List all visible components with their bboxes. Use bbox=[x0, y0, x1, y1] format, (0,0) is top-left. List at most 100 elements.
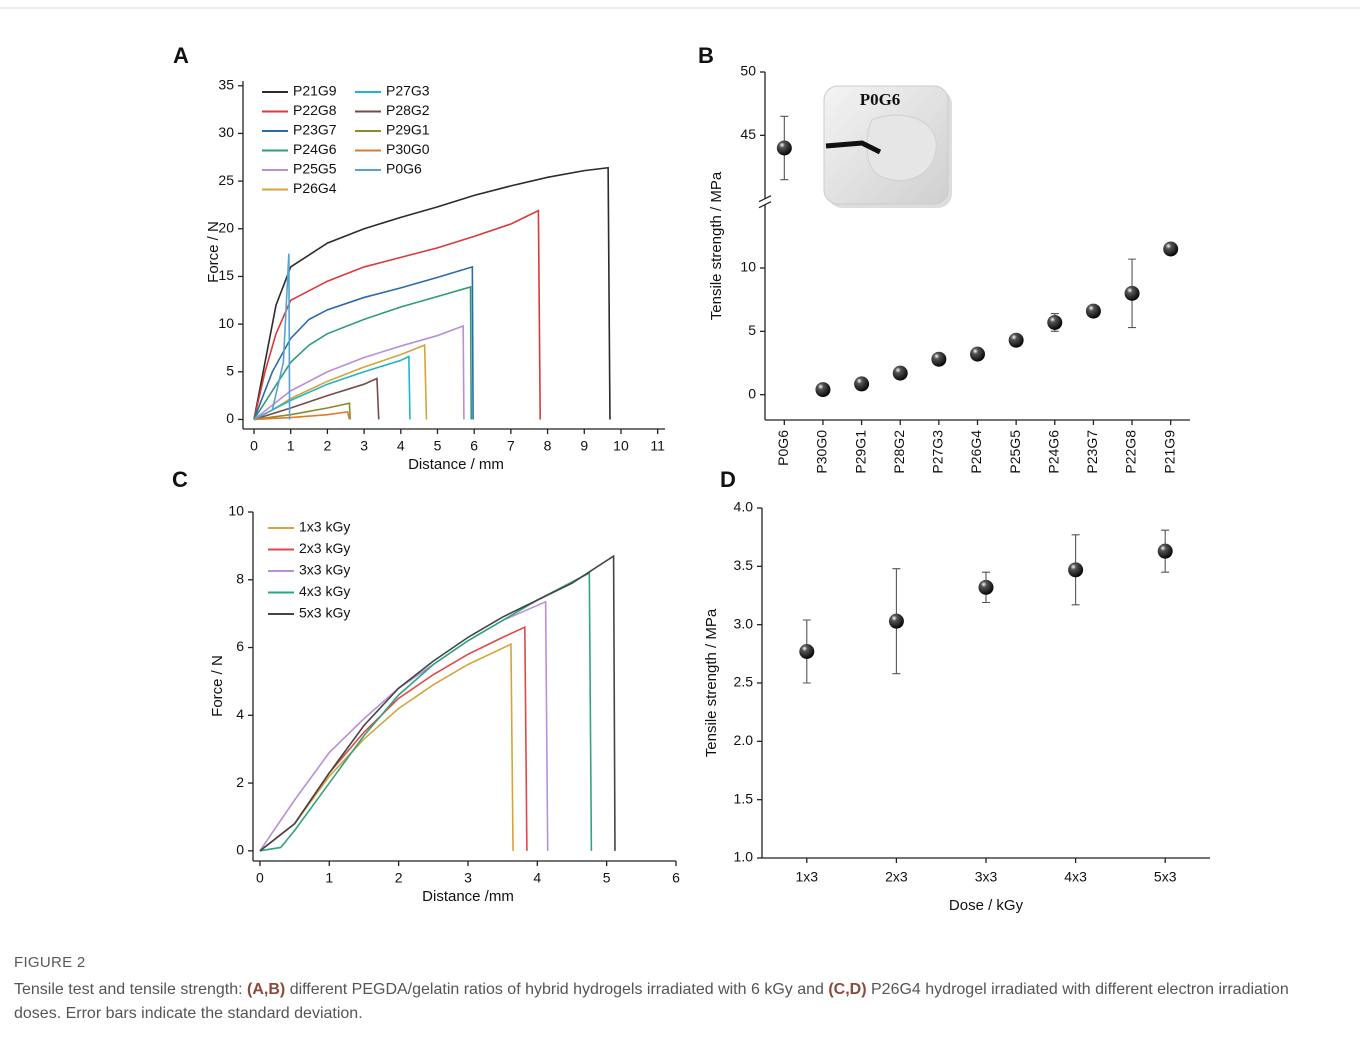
y-tick-label: 5 bbox=[226, 362, 234, 378]
x-axis-label: Distance / mm bbox=[408, 456, 504, 473]
x-tick-label: 9 bbox=[580, 438, 588, 454]
x-tick-label: 8 bbox=[544, 438, 552, 454]
x-tick-label: P23G7 bbox=[1084, 430, 1100, 474]
y-tick-label: 35 bbox=[218, 76, 234, 92]
caption-text: different PEGDA/gelatin ratios of hybrid… bbox=[285, 981, 829, 998]
x-tick-label: 3 bbox=[360, 438, 368, 454]
data-point bbox=[1068, 562, 1084, 578]
panel-letter: A bbox=[173, 43, 189, 68]
legend-label: P26G4 bbox=[293, 180, 337, 196]
y-tick-label: 25 bbox=[218, 172, 234, 188]
data-line bbox=[253, 265, 474, 420]
x-tick-label: 11 bbox=[650, 438, 665, 454]
y-tick-label: 0 bbox=[226, 410, 234, 426]
data-line bbox=[253, 324, 465, 421]
panel-letter: C bbox=[172, 467, 188, 492]
legend-label: P24G6 bbox=[293, 141, 337, 157]
x-tick-label: 6 bbox=[672, 870, 680, 886]
y-tick-label: 10 bbox=[740, 259, 756, 275]
caption-ref: (C,D) bbox=[828, 981, 867, 998]
x-tick-label: P28G2 bbox=[891, 430, 907, 474]
legend-label: P22G8 bbox=[293, 102, 337, 118]
legend-label: P0G6 bbox=[386, 161, 422, 177]
y-tick-label: 2 bbox=[236, 774, 244, 790]
legend-label: 1x3 kGy bbox=[299, 519, 350, 535]
data-line bbox=[253, 377, 380, 421]
y-tick-label: 2.0 bbox=[734, 732, 754, 748]
y-axis-label: Tensile strength / MPa bbox=[708, 171, 725, 320]
data-point bbox=[1085, 303, 1101, 319]
data-point bbox=[888, 613, 904, 629]
x-tick-label: 6 bbox=[470, 438, 478, 454]
y-axis-label: Tensile strength / MPa bbox=[703, 608, 720, 757]
data-line bbox=[253, 402, 351, 421]
data-line bbox=[259, 554, 616, 852]
x-tick-label: P0G6 bbox=[775, 430, 791, 466]
x-tick-label: 7 bbox=[507, 438, 515, 454]
y-tick-label: 6 bbox=[236, 638, 244, 654]
legend-label: 3x3 kGy bbox=[299, 562, 350, 578]
y-tick-label: 5 bbox=[748, 322, 756, 338]
data-point bbox=[1047, 314, 1063, 330]
data-line bbox=[253, 410, 351, 421]
data-line bbox=[253, 285, 473, 420]
data-point bbox=[970, 346, 985, 362]
data-line bbox=[259, 600, 549, 852]
legend-label: P25G5 bbox=[293, 161, 337, 177]
data-point bbox=[931, 351, 947, 367]
y-tick-label: 4 bbox=[236, 706, 244, 722]
y-tick-label: 3.5 bbox=[734, 557, 754, 573]
x-tick-label: P22G8 bbox=[1123, 430, 1139, 474]
data-point bbox=[1124, 285, 1140, 301]
legend-label: P30G0 bbox=[386, 141, 430, 157]
data-point bbox=[978, 579, 994, 595]
y-tick-label: 1.5 bbox=[734, 790, 754, 806]
y-tick-label: 4.0 bbox=[734, 499, 754, 515]
x-tick-label: 2 bbox=[395, 870, 403, 886]
x-tick-label: 0 bbox=[256, 870, 264, 886]
legend-label: 2x3 kGy bbox=[299, 540, 350, 556]
x-tick-label: 4 bbox=[533, 870, 541, 886]
y-tick-label: 30 bbox=[218, 124, 234, 140]
y-tick-label: 0 bbox=[748, 385, 756, 401]
x-tick-label: 5 bbox=[434, 438, 442, 454]
inset-photo: P0G6 bbox=[823, 85, 952, 208]
x-tick-label: 4x3 bbox=[1064, 869, 1087, 885]
y-tick-label: 1.0 bbox=[734, 849, 754, 865]
x-tick-label: 1 bbox=[287, 438, 295, 454]
x-tick-label: 5 bbox=[603, 870, 611, 886]
data-point bbox=[892, 365, 908, 381]
x-tick-label: P30G0 bbox=[814, 430, 830, 474]
axis-break bbox=[758, 201, 772, 209]
data-point bbox=[1008, 332, 1024, 348]
data-line bbox=[253, 355, 411, 421]
x-tick-label: 2 bbox=[324, 438, 332, 454]
x-tick-label: P24G6 bbox=[1045, 430, 1061, 474]
x-tick-label: P27G3 bbox=[930, 430, 946, 474]
legend-label: P29G1 bbox=[386, 122, 430, 138]
y-tick-label: 2.5 bbox=[734, 674, 754, 690]
x-tick-label: 3 bbox=[464, 870, 472, 886]
data-point bbox=[776, 140, 792, 156]
x-axis-label: Dose / kGy bbox=[949, 897, 1024, 914]
x-tick-label: 3x3 bbox=[975, 869, 998, 885]
legend-label: P23G7 bbox=[293, 122, 337, 138]
y-tick-label: 15 bbox=[218, 267, 234, 283]
x-tick-label: 5x3 bbox=[1154, 869, 1177, 885]
data-line bbox=[253, 253, 291, 421]
panel-letter: D bbox=[720, 467, 736, 492]
data-point bbox=[854, 376, 870, 392]
data-point bbox=[815, 382, 831, 398]
y-axis-label: Force / N bbox=[209, 655, 226, 717]
y-tick-label: 50 bbox=[740, 63, 756, 79]
caption-text: Tensile test and tensile strength: bbox=[14, 981, 248, 998]
x-tick-label: P21G9 bbox=[1161, 430, 1177, 474]
caption-text: P26G4 hydrogel irradiated with different… bbox=[14, 981, 1289, 1022]
y-tick-label: 3.0 bbox=[734, 615, 754, 631]
x-axis-label: Distance /mm bbox=[422, 888, 514, 905]
x-tick-label: 1x3 bbox=[796, 869, 819, 885]
x-tick-label: 0 bbox=[250, 438, 258, 454]
legend-label: P21G9 bbox=[293, 83, 337, 99]
figure-caption: Tensile test and tensile strength: (A,B)… bbox=[14, 978, 1334, 1026]
